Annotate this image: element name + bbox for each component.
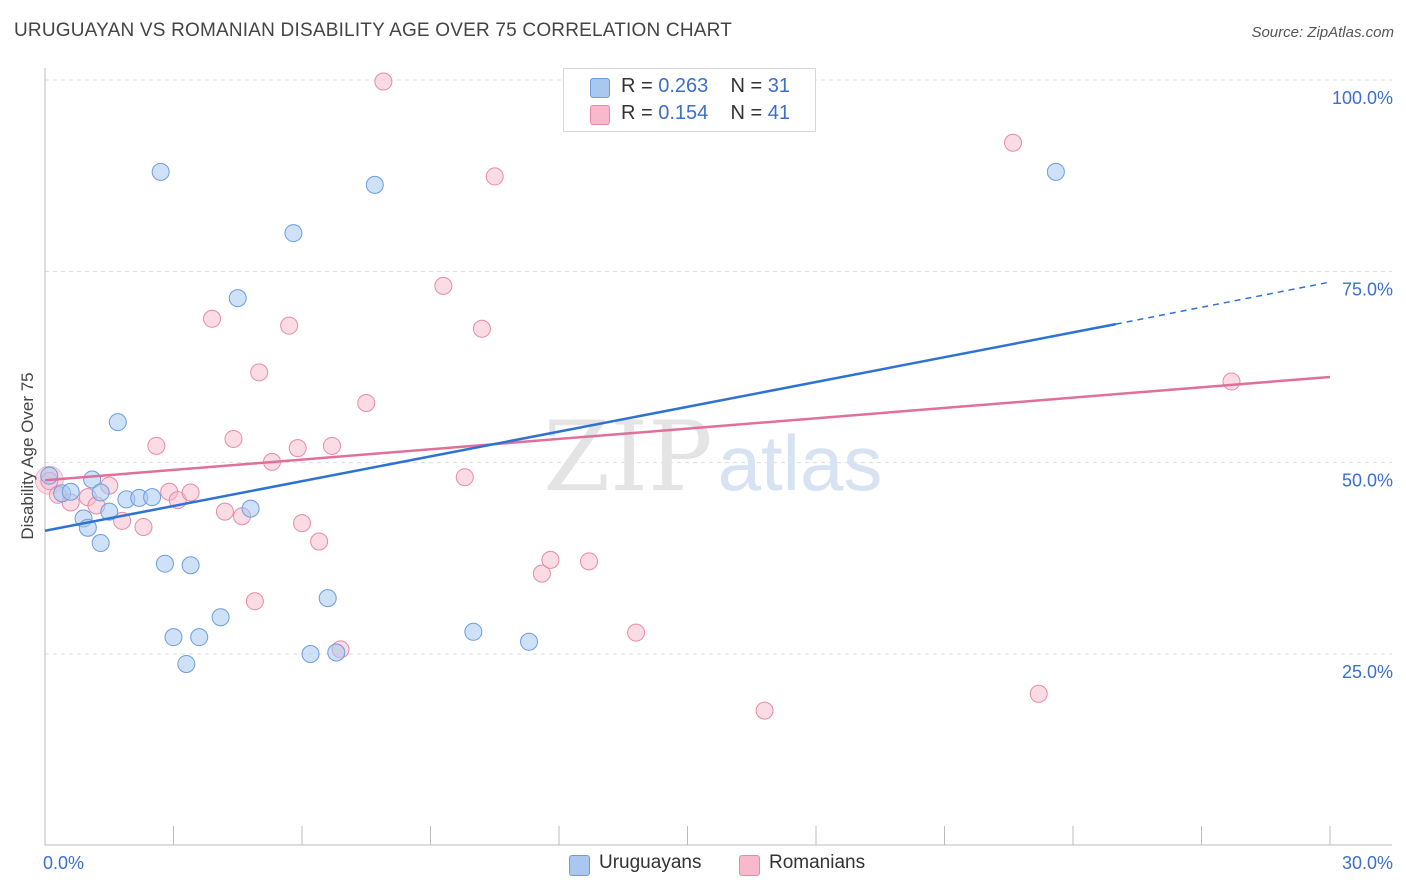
point-romanians	[134, 517, 153, 536]
point-uruguayans	[211, 608, 230, 627]
point-romanians	[293, 514, 311, 533]
point-romanians	[532, 564, 551, 583]
chart-title: URUGUAYAN VS ROMANIAN DISABILITY AGE OVE…	[14, 20, 733, 41]
point-uruguayans	[241, 499, 260, 518]
point-uruguayans	[301, 645, 320, 663]
point-romanians	[485, 167, 504, 186]
correlation-legend: R = 0.263 N = 31 R = 0.154 N = 41	[563, 68, 816, 132]
legend-text-uruguayans: R = 0.263 N = 31	[621, 75, 790, 98]
bottom-legend-label: Romanians	[769, 852, 866, 873]
bottom-legend-swatch-pink	[739, 855, 760, 876]
point-romanians	[310, 532, 329, 551]
legend-text-romanians: R = 0.154 N = 41	[621, 102, 790, 125]
point-uruguayans	[40, 466, 59, 485]
trend-line-uruguayans-extension	[1115, 281, 1331, 325]
tick-labels: 25.0% 50.0% 75.0% 100.0% 0.0% 30.0%	[43, 88, 1393, 873]
point-romanians	[374, 72, 393, 91]
y-tick-label: 50.0%	[1342, 471, 1393, 491]
y-tick-label: 100.0%	[1332, 88, 1393, 108]
trend-lines	[44, 281, 1331, 533]
point-uruguayans	[365, 175, 384, 194]
legend-swatch-pink	[590, 105, 610, 125]
point-romanians	[434, 276, 453, 295]
legend-r-value: 0.263	[658, 75, 709, 97]
bottom-legend-label: Uruguayans	[599, 852, 702, 873]
point-romanians	[224, 429, 243, 448]
point-romanians	[215, 502, 234, 521]
legend-n-label: N =	[730, 102, 768, 124]
point-romanians	[203, 309, 222, 328]
x-tick-label-min: 0.0%	[43, 853, 84, 873]
watermark-zip: ZIP	[543, 401, 712, 513]
point-uruguayans	[91, 534, 110, 553]
legend-r-label: R =	[621, 75, 659, 97]
point-romanians	[147, 436, 166, 455]
point-uruguayans	[181, 556, 200, 575]
point-uruguayans	[61, 482, 80, 501]
point-romanians	[280, 316, 299, 335]
point-uruguayans	[151, 162, 170, 181]
point-uruguayans	[177, 654, 196, 673]
grid-lines	[45, 79, 1392, 655]
watermark-atlas: atlas	[718, 419, 883, 507]
point-romanians	[1222, 372, 1241, 391]
axes	[44, 68, 1392, 846]
point-romanians	[181, 483, 200, 502]
legend-n-value: 41	[767, 102, 791, 124]
point-uruguayans	[520, 632, 539, 651]
point-romanians	[357, 393, 376, 412]
point-romanians	[627, 623, 646, 642]
y-tick-label: 25.0%	[1342, 662, 1393, 682]
point-romanians	[1004, 133, 1023, 152]
point-romanians	[472, 319, 491, 338]
point-uruguayans	[1046, 162, 1065, 181]
legend-swatch-blue	[590, 78, 610, 98]
point-romanians	[245, 592, 264, 611]
legend-n-value: 31	[767, 75, 791, 97]
point-uruguayans	[100, 502, 119, 521]
point-uruguayans	[190, 628, 209, 647]
y-tick-label: 75.0%	[1342, 279, 1393, 299]
x-tick-label-max: 30.0%	[1342, 853, 1393, 873]
data-points	[34, 72, 1241, 720]
point-romanians	[288, 439, 307, 458]
trend-line-romanians	[44, 375, 1331, 482]
point-romanians	[541, 550, 560, 569]
point-romanians	[579, 552, 598, 571]
bottom-legend-swatch-blue	[569, 855, 590, 876]
point-uruguayans	[143, 488, 162, 507]
point-romanians	[250, 363, 269, 382]
trend-line-uruguayans	[44, 322, 1117, 533]
point-romanians	[322, 436, 341, 455]
point-romanians	[1029, 684, 1048, 703]
source-label: Source: ZipAtlas.com	[1251, 24, 1394, 41]
legend-n-label: N =	[730, 75, 768, 97]
point-uruguayans	[108, 413, 127, 432]
point-uruguayans	[318, 589, 337, 608]
point-uruguayans	[464, 622, 483, 641]
point-uruguayans	[327, 643, 346, 662]
point-uruguayans	[228, 289, 247, 308]
point-uruguayans	[284, 224, 303, 243]
point-romanians	[455, 468, 474, 487]
legend-r-value: 0.154	[658, 102, 709, 124]
point-uruguayans	[164, 628, 183, 647]
point-uruguayans	[91, 483, 110, 502]
watermark: ZIP atlas	[543, 401, 882, 513]
y-axis-label: Disability Age Over 75	[18, 372, 37, 540]
legend-r-label: R =	[621, 102, 659, 124]
point-uruguayans	[155, 554, 174, 573]
point-romanians	[755, 701, 774, 720]
